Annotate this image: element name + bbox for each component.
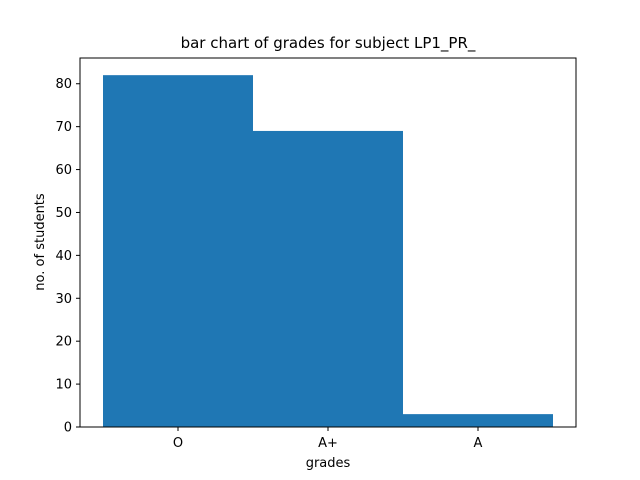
x-tick-label: A — [474, 436, 483, 451]
x-axis-ticks: O A+ A — [173, 427, 483, 451]
y-tick-label: 20 — [55, 335, 72, 350]
y-tick-label: 70 — [55, 120, 72, 135]
y-tick-label: 0 — [64, 421, 72, 436]
plot-frame — [79, 57, 577, 428]
y-tick-label: 40 — [55, 249, 72, 264]
bar-a — [403, 414, 553, 427]
y-tick-label: 50 — [55, 206, 72, 221]
y-tick-label: 30 — [55, 292, 72, 307]
x-tick-label: A+ — [318, 436, 338, 451]
bar-o — [103, 75, 253, 428]
x-tick-label: O — [173, 436, 183, 451]
x-axis-label: grades — [306, 456, 351, 471]
y-tick-label: 60 — [55, 163, 72, 178]
bars-group — [103, 75, 553, 428]
y-axis-label: no. of students — [33, 193, 48, 291]
y-tick-label: 80 — [55, 77, 72, 92]
bar-a-plus — [253, 130, 403, 427]
chart-title: bar chart of grades for subject LP1_PR_ — [181, 34, 476, 53]
y-axis-ticks: 0 10 20 30 40 50 60 70 80 — [55, 77, 80, 436]
y-tick-label: 10 — [55, 378, 72, 393]
